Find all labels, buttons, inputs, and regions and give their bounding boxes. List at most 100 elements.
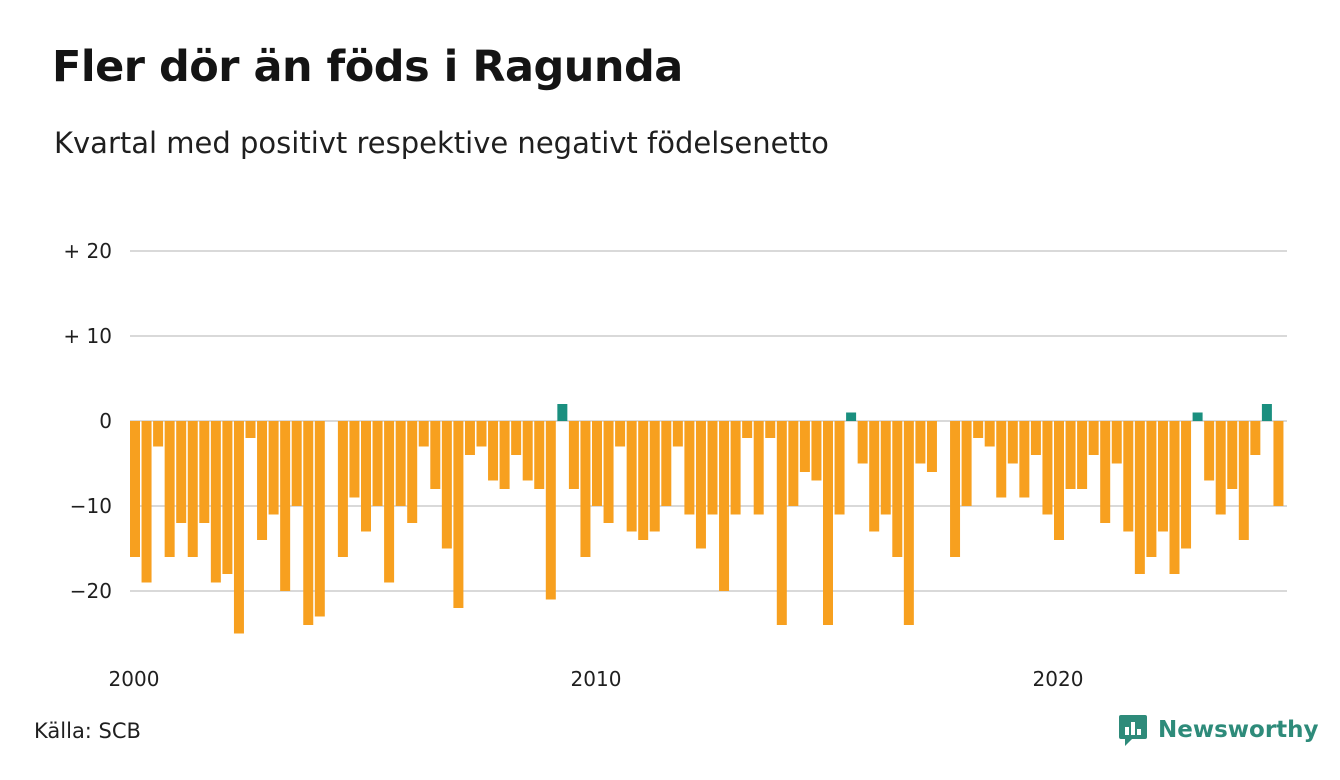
- x-tick-label: 2000: [109, 667, 160, 691]
- bar-negative: [464, 421, 475, 455]
- bar-negative: [291, 421, 302, 506]
- bar-negative: [384, 421, 395, 583]
- bar-negative: [1250, 421, 1261, 455]
- bar-negative: [1054, 421, 1064, 540]
- x-tick-label: 2020: [1033, 667, 1084, 691]
- bar-negative: [1146, 421, 1157, 557]
- bar-positive: [1261, 404, 1272, 421]
- bar-negative: [1273, 421, 1284, 506]
- bar-negative: [441, 421, 452, 549]
- bar-negative: [672, 421, 683, 447]
- bar-negative: [603, 421, 614, 523]
- bar-negative: [141, 421, 152, 583]
- bar-negative: [187, 421, 198, 557]
- bar-negative: [407, 421, 418, 523]
- bar-negative: [511, 421, 522, 455]
- bar-negative: [695, 421, 706, 549]
- y-axis-labels: + 20 + 10 0 −10 −20: [63, 239, 112, 603]
- bar-negative: [719, 421, 730, 591]
- bar-negative: [280, 421, 291, 591]
- bar-negative: [580, 421, 591, 557]
- chart-subtitle: Kvartal med positivt respektive negativt…: [54, 126, 829, 160]
- y-tick-label: + 10: [63, 324, 112, 348]
- bar-negative: [1134, 421, 1145, 574]
- bar-negative: [222, 421, 233, 574]
- bar-negative: [880, 421, 891, 515]
- bar-chart: + 20 + 10 0 −10 −20 2000 2010 2020: [63, 239, 1287, 691]
- bar-negative: [1204, 421, 1215, 481]
- bar-negative: [592, 421, 602, 506]
- bar-negative: [1042, 421, 1053, 515]
- bar-negative: [788, 421, 799, 506]
- bar-negative: [314, 421, 325, 617]
- bar-negative: [534, 421, 545, 489]
- bar-negative: [707, 421, 718, 515]
- bar-negative: [1123, 421, 1134, 532]
- bar-negative: [268, 421, 279, 515]
- bar-positive: [846, 412, 857, 421]
- bar-negative: [950, 421, 961, 557]
- bar-negative: [199, 421, 210, 523]
- bar-positive: [1192, 412, 1203, 421]
- y-tick-label: + 20: [63, 239, 112, 263]
- brand-name: Newsworthy: [1158, 717, 1319, 743]
- bar-negative: [418, 421, 429, 447]
- bar-negative: [915, 421, 926, 464]
- bar-negative: [1007, 421, 1018, 464]
- bar-negative: [869, 421, 880, 532]
- bar-negative: [1238, 421, 1249, 540]
- y-tick-label: −20: [70, 579, 112, 603]
- bar-negative: [488, 421, 499, 481]
- bar-negative: [1019, 421, 1030, 498]
- x-tick-label: 2010: [571, 667, 622, 691]
- bar-negative: [823, 421, 833, 625]
- bar-negative: [638, 421, 649, 540]
- bar-negative: [210, 421, 221, 583]
- bar-negative: [615, 421, 626, 447]
- x-axis-labels: 2000 2010 2020: [109, 667, 1084, 691]
- source-note: Källa: SCB: [34, 719, 141, 743]
- bar-negative: [453, 421, 464, 608]
- bar-negative: [973, 421, 984, 438]
- bar-negative: [996, 421, 1007, 498]
- bar-negative: [626, 421, 637, 532]
- bar-negative: [892, 421, 903, 557]
- bar-negative: [361, 421, 371, 532]
- bar-negative: [153, 421, 164, 447]
- bar-negative: [649, 421, 660, 532]
- bar-negative: [257, 421, 268, 540]
- bar-negative: [1215, 421, 1226, 515]
- bar-negative: [476, 421, 487, 447]
- bar-negative: [430, 421, 441, 489]
- bar-negative: [765, 421, 776, 438]
- bar-negative: [395, 421, 406, 506]
- bar-negative: [1077, 421, 1088, 489]
- bar-negative: [176, 421, 187, 523]
- bar-negative: [1065, 421, 1076, 489]
- bars: [130, 404, 1284, 634]
- bar-negative: [349, 421, 360, 498]
- bar-negative: [811, 421, 822, 481]
- bar-negative: [926, 421, 937, 472]
- bar-negative: [1181, 421, 1192, 549]
- bar-negative: [1100, 421, 1111, 523]
- bar-negative: [661, 421, 672, 506]
- bar-negative: [753, 421, 764, 515]
- bar-negative: [984, 421, 995, 447]
- brand-logo: Newsworthy: [1118, 713, 1319, 747]
- bar-negative: [337, 421, 348, 557]
- bar-negative: [903, 421, 914, 625]
- bar-negative: [233, 421, 244, 634]
- bar-negative: [799, 421, 810, 472]
- bar-negative: [1111, 421, 1122, 464]
- chart-title: Fler dör än föds i Ragunda: [52, 42, 683, 92]
- bar-negative: [130, 421, 140, 557]
- bar-negative: [568, 421, 579, 489]
- bar-negative: [545, 421, 556, 600]
- bar-negative: [1030, 421, 1041, 455]
- bar-negative: [1227, 421, 1238, 489]
- bar-negative: [961, 421, 972, 506]
- bar-positive: [557, 404, 568, 421]
- bar-negative: [730, 421, 741, 515]
- bar-negative: [857, 421, 868, 464]
